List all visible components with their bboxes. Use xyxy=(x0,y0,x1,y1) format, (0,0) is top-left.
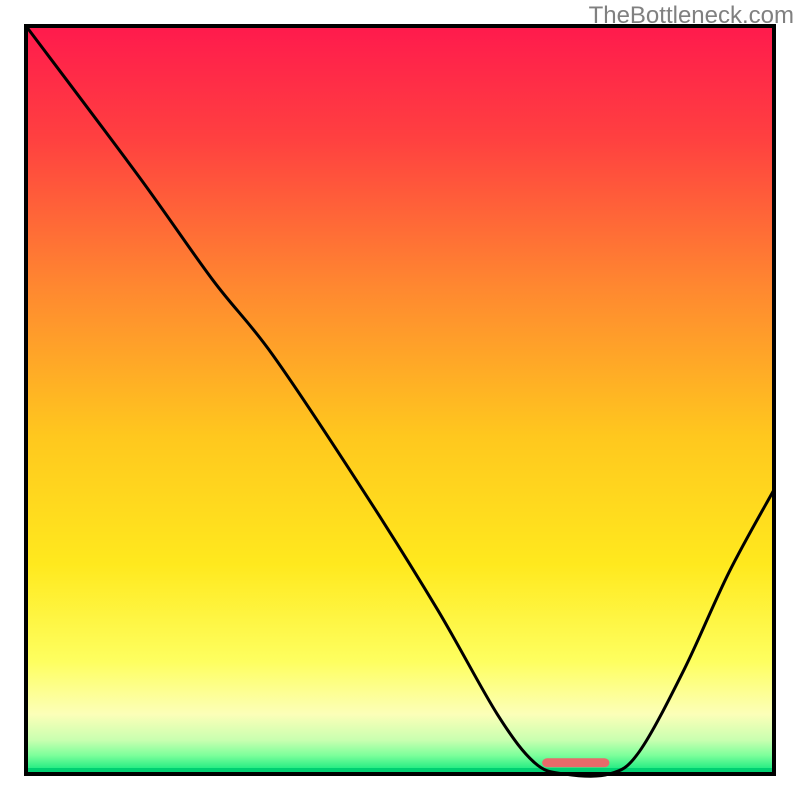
chart-container: TheBottleneck.com xyxy=(0,0,800,800)
plot-background xyxy=(26,26,774,774)
optimum-marker xyxy=(542,758,609,767)
bottleneck-chart xyxy=(0,0,800,800)
watermark-text: TheBottleneck.com xyxy=(589,2,794,30)
